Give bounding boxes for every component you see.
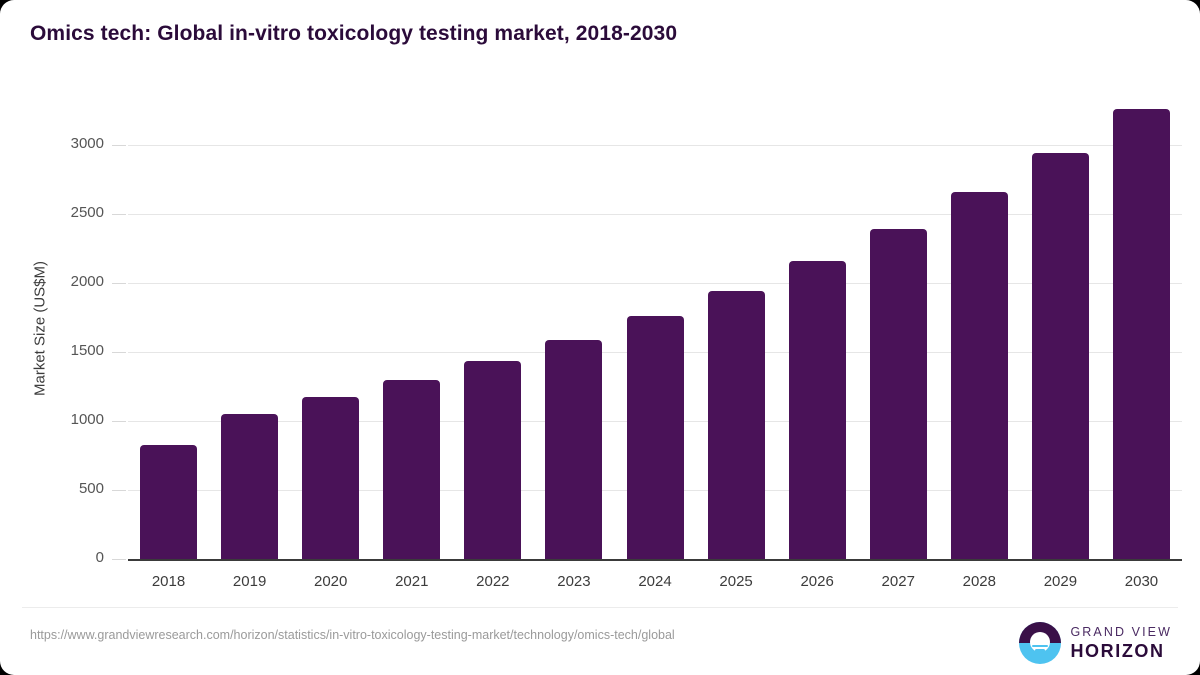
brand-logo: GRAND VIEW HORIZON [1019,620,1172,666]
y-tick-mark [112,352,126,354]
bar[interactable] [545,340,603,559]
bar-series: 2018 2019 2020 2021 2022 2023 2024 2025 2026 2027… [128,90,1182,590]
bar-slot: 2019 [209,90,290,590]
bar[interactable] [302,396,360,559]
logo-ray-line-2 [1035,649,1046,652]
gridline-row: 2000 [0,273,1200,290]
gridline [128,214,1182,216]
bar[interactable] [1112,108,1170,559]
page-title: Omics tech: Global in-vitro toxicology t… [30,22,678,45]
bar-slot: 2026 [777,90,858,590]
x-tick-label: 2028 [962,573,996,590]
bar[interactable] [950,192,1008,559]
bar-slot: 2029 [1020,90,1101,590]
y-tick-label: 3000 [70,135,104,153]
plot-area: Market Size (US$M) 0 500 1000 1500 2000 2500 3… [0,90,1200,590]
logo-line-horizon: HORIZON [1070,641,1165,662]
gridline [128,283,1182,285]
y-tick-mark [112,214,126,216]
bar-slot: 2028 [939,90,1020,590]
logo-wordmark: GRAND VIEW HORIZON [1070,626,1172,661]
source-url[interactable]: https://www.grandviewresearch.com/horizo… [30,628,675,642]
y-tick-label: 1000 [70,411,104,429]
x-tick-label: 2020 [314,573,348,590]
x-tick-label: 2022 [476,573,510,590]
y-tick-label: 0 [95,549,104,566]
x-tick-label: 2026 [800,573,834,590]
bar[interactable] [464,361,522,559]
x-tick-label: 2029 [1043,573,1078,590]
logo-line-grand-view: GRAND VIEW [1070,624,1172,639]
bar-slot: 2025 [696,90,777,590]
x-tick-label: 2018 [151,573,186,590]
bar[interactable] [140,445,198,559]
bar-slot: 2021 [371,90,452,590]
gridline [128,145,1182,147]
x-tick-label: 2030 [1124,573,1159,590]
footer-divider [22,607,1178,608]
horizon-sun-circle-icon [1019,622,1062,664]
x-tick-label: 2019 [232,573,267,590]
y-tick-label: 500 [78,480,104,498]
bar[interactable] [788,261,846,559]
bar[interactable] [1031,153,1089,559]
bar-slot: 2024 [614,90,695,590]
y-tick-mark [112,145,126,147]
y-tick-label: 1500 [70,342,104,360]
x-tick-label: 2025 [719,573,753,590]
x-tick-label: 2023 [557,573,591,590]
gridline-row: 0 [0,549,1200,566]
y-tick-mark [112,283,126,285]
y-axis-title: Market Size (US$M) [31,260,49,397]
y-tick-mark [112,490,126,492]
logo-ray-line-1 [1032,644,1049,647]
logo-sun-shape [1030,632,1051,652]
gridline-row: 2500 [0,204,1200,221]
bar-slot: 2022 [452,90,533,590]
bar[interactable] [626,315,684,559]
bar[interactable] [707,290,765,559]
bar-slot: 2020 [290,90,371,590]
gridline-row: 3000 [0,135,1200,152]
bar-slot: 2027 [858,90,939,590]
y-tick-mark [112,421,126,423]
x-tick-label: 2027 [881,573,915,590]
y-tick-mark [112,559,126,560]
bar-slot: 2018 [128,90,209,590]
bar[interactable] [869,228,927,559]
bar-slot: 2023 [533,90,614,590]
y-tick-label: 2000 [70,273,104,291]
x-axis-line [128,559,1182,561]
bar[interactable] [383,379,441,559]
x-tick-label: 2021 [395,573,429,590]
bar[interactable] [221,414,279,559]
x-tick-label: 2024 [638,573,672,590]
bar-slot: 2030 [1101,90,1182,590]
y-tick-label: 2500 [70,204,104,222]
